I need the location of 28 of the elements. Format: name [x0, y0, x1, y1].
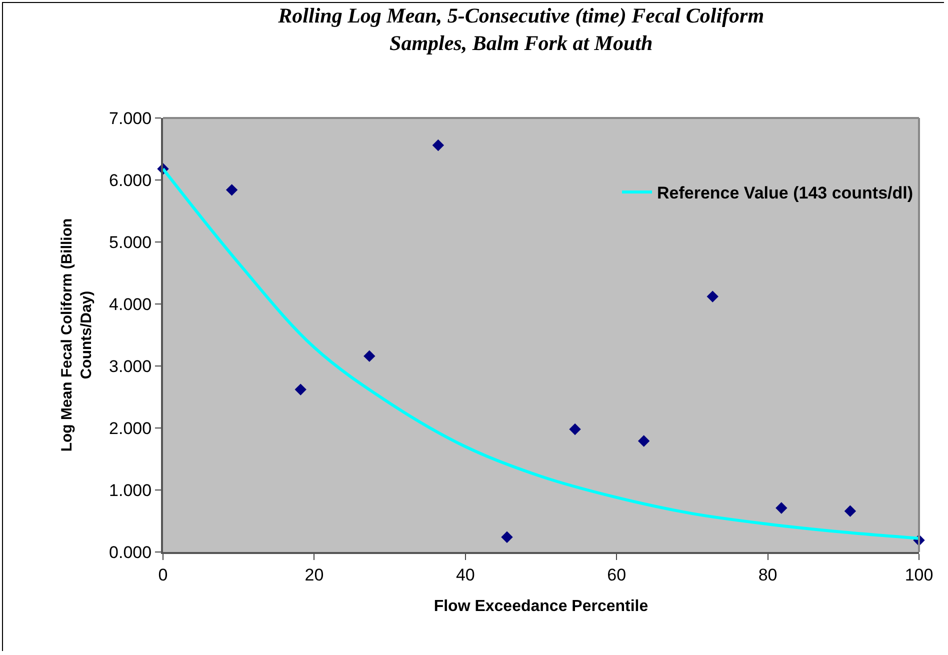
point: [294, 384, 306, 396]
x-tick-label: 100: [904, 565, 934, 584]
x-tick-label: 20: [304, 565, 324, 584]
point: [501, 531, 513, 543]
y-axis-title: Log Mean Fecal Coliform (Billion Counts/Day): [58, 218, 95, 452]
point: [226, 184, 238, 196]
y-tick-label: 6.000: [109, 170, 152, 190]
point: [432, 139, 444, 152]
point: [364, 350, 376, 362]
y-tick-label: 2.000: [109, 418, 152, 438]
x-tick-label: 40: [456, 565, 475, 584]
x-tick-label: 60: [607, 565, 626, 584]
point: [706, 290, 718, 302]
y-tick-label: 5.000: [109, 232, 152, 252]
point: [638, 435, 650, 447]
chart-title: Rolling Log Mean, 5-Consecutive (time) Fecal Coliform Samples, Balm Fork at Mouth: [277, 3, 764, 55]
legend-label: Reference Value (143 counts/dl): [657, 184, 914, 203]
x-tick-label: 80: [758, 565, 778, 584]
y-tick-label: 0.000: [109, 542, 152, 562]
y-tick-label: 4.000: [109, 294, 152, 314]
point: [569, 423, 581, 436]
point: [844, 505, 856, 517]
y-tick-label: 1.000: [109, 480, 152, 500]
y-tick-label: 7.000: [109, 108, 152, 128]
y-tick-label: 3.000: [109, 356, 152, 376]
x-tick-label: 0: [158, 565, 168, 584]
x-axis-title: Flow Exceedance Percentile: [434, 598, 648, 615]
point: [776, 502, 788, 514]
